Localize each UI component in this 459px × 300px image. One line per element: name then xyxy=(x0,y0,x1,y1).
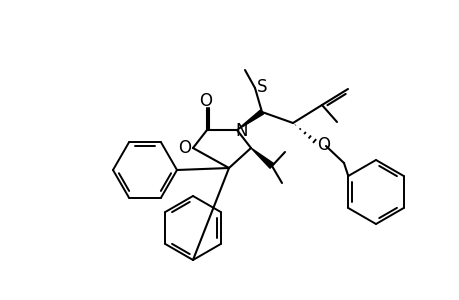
Text: O: O xyxy=(317,136,330,154)
Text: N: N xyxy=(235,122,248,140)
Text: O: O xyxy=(178,139,191,157)
Text: S: S xyxy=(256,78,267,96)
Polygon shape xyxy=(251,148,274,168)
Polygon shape xyxy=(236,110,263,130)
Text: O: O xyxy=(199,92,212,110)
